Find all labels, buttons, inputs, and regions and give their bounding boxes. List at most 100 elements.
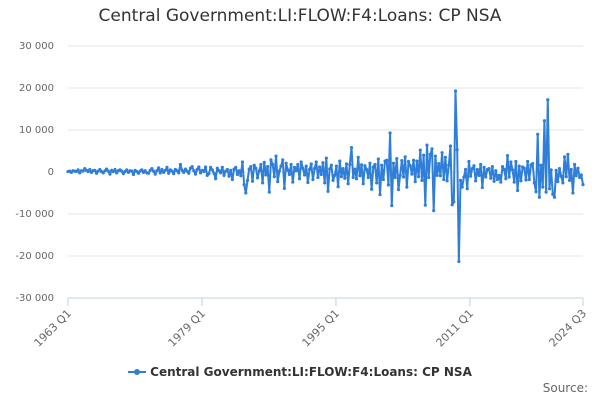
data-point[interactable] <box>450 203 454 207</box>
data-point[interactable] <box>182 170 186 175</box>
data-point[interactable] <box>455 148 459 152</box>
data-point[interactable] <box>381 177 385 182</box>
data-point[interactable] <box>151 169 156 173</box>
data-point[interactable] <box>358 174 362 178</box>
data-point[interactable] <box>578 175 582 180</box>
data-point[interactable] <box>536 132 540 136</box>
data-point[interactable] <box>515 188 520 193</box>
data-point[interactable] <box>537 195 541 199</box>
data-point[interactable] <box>504 177 508 181</box>
data-point[interactable] <box>203 165 208 169</box>
data-point[interactable] <box>242 183 246 187</box>
data-point[interactable] <box>255 176 260 180</box>
data-point[interactable] <box>328 167 332 171</box>
data-point[interactable] <box>190 164 194 169</box>
data-point[interactable] <box>331 178 335 182</box>
data-point[interactable] <box>212 171 216 175</box>
data-point[interactable] <box>546 98 550 102</box>
data-point[interactable] <box>343 176 347 180</box>
data-point[interactable] <box>363 164 367 168</box>
data-point[interactable] <box>354 177 359 181</box>
data-point[interactable] <box>571 191 575 195</box>
data-point[interactable] <box>574 174 578 178</box>
data-point[interactable] <box>215 166 219 170</box>
data-point[interactable] <box>267 190 271 194</box>
data-point[interactable] <box>257 169 261 173</box>
data-point[interactable] <box>225 167 229 172</box>
data-point[interactable] <box>385 158 389 162</box>
data-point[interactable] <box>108 172 112 176</box>
data-point[interactable] <box>146 171 151 175</box>
data-point[interactable] <box>411 158 416 162</box>
data-point[interactable] <box>329 163 333 167</box>
data-point[interactable] <box>187 171 191 175</box>
data-point[interactable] <box>438 174 443 178</box>
data-point[interactable] <box>170 169 174 173</box>
data-point[interactable] <box>165 165 169 169</box>
data-point[interactable] <box>527 177 531 182</box>
data-point[interactable] <box>462 175 466 179</box>
data-point[interactable] <box>391 161 396 165</box>
data-point[interactable] <box>489 176 493 180</box>
data-point[interactable] <box>316 175 320 180</box>
data-point[interactable] <box>219 171 223 175</box>
data-point[interactable] <box>239 174 243 178</box>
data-point[interactable] <box>522 166 526 170</box>
data-point[interactable] <box>427 175 431 180</box>
data-point[interactable] <box>244 191 248 195</box>
data-point[interactable] <box>413 180 417 184</box>
data-point[interactable] <box>313 167 317 171</box>
data-point[interactable] <box>272 175 276 179</box>
data-point[interactable] <box>406 159 411 164</box>
data-point[interactable] <box>222 173 226 177</box>
data-point[interactable] <box>338 159 342 163</box>
data-point[interactable] <box>336 185 340 189</box>
data-point[interactable] <box>351 175 355 180</box>
data-point[interactable] <box>324 156 328 160</box>
data-point[interactable] <box>210 168 214 172</box>
data-point[interactable] <box>497 173 501 177</box>
data-point[interactable] <box>140 168 144 172</box>
data-point[interactable] <box>479 162 483 167</box>
data-point[interactable] <box>365 167 369 172</box>
data-point[interactable] <box>198 171 203 175</box>
data-point[interactable] <box>235 172 240 177</box>
data-point[interactable] <box>88 167 92 172</box>
data-point[interactable] <box>375 181 379 185</box>
data-point[interactable] <box>106 169 110 173</box>
data-point[interactable] <box>477 173 481 177</box>
data-point[interactable] <box>475 167 479 172</box>
data-point[interactable] <box>440 151 444 155</box>
data-point[interactable] <box>581 183 585 187</box>
data-point[interactable] <box>430 147 434 151</box>
data-point[interactable] <box>334 164 338 168</box>
data-point[interactable] <box>443 155 448 159</box>
data-point[interactable] <box>304 164 308 168</box>
data-point[interactable] <box>274 154 278 158</box>
data-point[interactable] <box>250 179 255 183</box>
legend[interactable]: Central Government:LI:FLOW:F4:Loans: CP … <box>0 365 600 379</box>
data-point[interactable] <box>289 162 293 167</box>
data-point[interactable] <box>297 177 302 181</box>
data-point[interactable] <box>167 171 171 175</box>
data-point[interactable] <box>240 160 245 164</box>
data-point[interactable] <box>234 165 238 169</box>
data-point[interactable] <box>415 159 419 163</box>
data-point[interactable] <box>346 182 350 186</box>
data-point[interactable] <box>254 166 258 170</box>
data-point[interactable] <box>214 177 218 181</box>
data-point[interactable] <box>500 164 505 169</box>
source-label[interactable]: Source: <box>542 381 588 395</box>
data-point[interactable] <box>502 167 506 172</box>
data-point[interactable] <box>458 178 463 182</box>
data-point[interactable] <box>163 168 167 172</box>
data-point[interactable] <box>510 168 515 172</box>
data-point[interactable] <box>512 180 516 184</box>
data-point[interactable] <box>505 154 510 158</box>
data-point[interactable] <box>131 172 136 177</box>
data-point[interactable] <box>193 172 198 176</box>
data-point[interactable] <box>306 180 310 185</box>
data-point[interactable] <box>557 167 562 171</box>
data-point[interactable] <box>160 167 164 172</box>
data-point[interactable] <box>237 169 241 173</box>
